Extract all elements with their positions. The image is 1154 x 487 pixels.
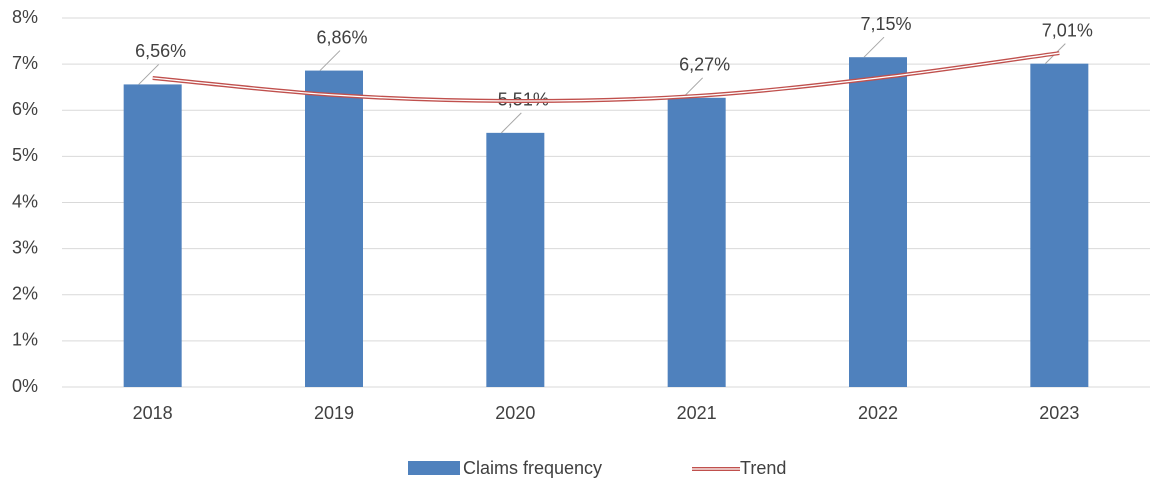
bar: [486, 132, 545, 387]
x-tick-label: 2023: [1039, 403, 1079, 423]
x-tick-label: 2020: [495, 403, 535, 423]
leader-line: [319, 50, 341, 71]
y-tick-label: 7%: [12, 53, 38, 73]
data-label: 6,56%: [135, 41, 186, 61]
leader-line: [682, 77, 704, 99]
bar: [1030, 63, 1089, 387]
bar: [123, 84, 182, 388]
data-label: 6,86%: [316, 27, 367, 47]
leader-line: [138, 64, 160, 85]
y-tick-label: 1%: [12, 330, 38, 350]
x-tick-label: 2019: [314, 403, 354, 423]
x-tick-label: 2018: [133, 403, 173, 423]
trend-line: [152, 51, 1060, 104]
bar: [849, 57, 907, 388]
x-tick-label: 2022: [858, 403, 898, 423]
bar: [667, 97, 726, 387]
y-tick-label: 6%: [12, 99, 38, 119]
legend-swatch: [408, 461, 460, 475]
y-tick-label: 4%: [12, 191, 38, 211]
y-tick-label: 0%: [12, 376, 38, 396]
y-tick-label: 3%: [12, 237, 38, 257]
data-label: 7,15%: [860, 14, 911, 34]
y-tick-label: 2%: [12, 284, 38, 304]
y-tick-label: 5%: [12, 145, 38, 165]
leader-line: [500, 112, 522, 134]
data-label: 6,27%: [679, 55, 730, 75]
data-label: 7,01%: [1042, 20, 1093, 40]
legend-label: Trend: [740, 458, 786, 478]
legend-label: Claims frequency: [463, 458, 602, 478]
trend-line-inner: [152, 52, 1060, 102]
bar: [305, 70, 363, 388]
leader-line: [863, 36, 885, 58]
x-tick-label: 2021: [677, 403, 717, 423]
y-tick-label: 8%: [12, 7, 38, 27]
